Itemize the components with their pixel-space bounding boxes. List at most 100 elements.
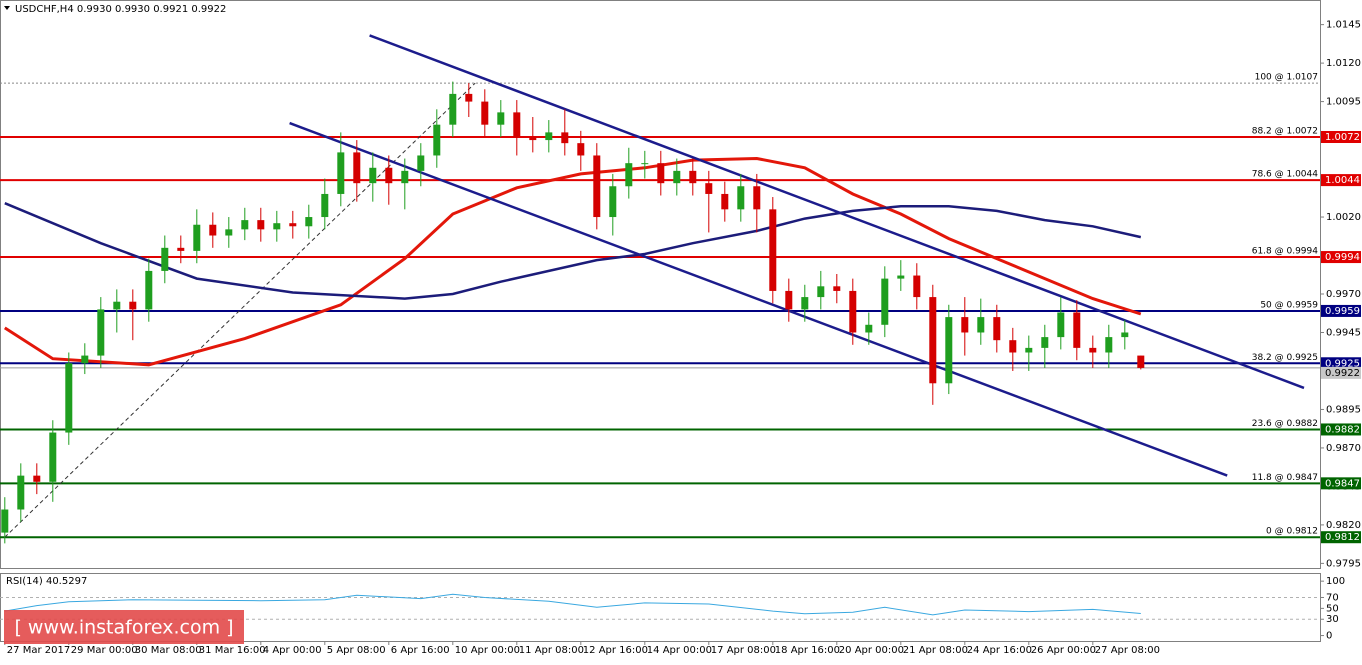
price-tag-label: 0.9812	[1325, 532, 1360, 543]
rsi-line	[4, 593, 1141, 616]
x-tick-label: 20 Apr 00:00	[839, 645, 904, 656]
price-tag	[1321, 251, 1361, 264]
candle-body	[497, 112, 505, 125]
fib-level-label: 61.8 @ 0.9994	[1252, 247, 1319, 257]
candle-body	[225, 229, 233, 236]
candle-body	[17, 475, 25, 510]
y-tick-label: 0.9945	[1326, 327, 1361, 338]
x-tick-label: 5 Apr 08:00	[327, 645, 386, 656]
candle-body	[1121, 332, 1129, 338]
candle-body	[737, 186, 745, 210]
candle-body	[865, 324, 873, 333]
candle-body	[849, 290, 857, 333]
candle-body	[65, 363, 73, 433]
candle-body	[241, 220, 249, 230]
candle-body	[1, 509, 9, 533]
candle-body	[929, 297, 937, 384]
candle-body	[289, 223, 297, 227]
rsi-tick-label: 30	[1326, 614, 1339, 625]
last-price-label: 0.9922	[1325, 368, 1360, 379]
candle-body	[593, 155, 601, 218]
candle-body	[81, 355, 89, 364]
x-tick-label: 24 Apr 16:00	[967, 645, 1032, 656]
x-tick-label: 17 Apr 08:00	[711, 645, 776, 656]
candle-body	[785, 290, 793, 310]
candle-body	[1105, 337, 1113, 353]
candle-body	[625, 163, 633, 187]
x-tick-label: 30 Mar 08:00	[135, 645, 202, 656]
fib-level-label: 23.6 @ 0.9882	[1252, 419, 1318, 429]
candle-body	[305, 217, 313, 227]
price-tag-label: 0.9882	[1325, 424, 1360, 435]
y-tick-label: 0.9795	[1326, 558, 1361, 569]
candle-body	[753, 186, 761, 210]
candle-body	[513, 112, 521, 137]
candle-body	[401, 170, 409, 184]
x-tick-label: 31 Mar 16:00	[199, 645, 266, 656]
price-tag	[1321, 174, 1361, 187]
candle-body	[801, 297, 809, 310]
moving-average	[3, 156, 1142, 367]
candle-body	[705, 183, 713, 194]
candle-body	[817, 286, 825, 298]
x-tick-label: 27 Apr 08:00	[1095, 645, 1160, 656]
candle-body	[577, 143, 585, 156]
price-tag	[1321, 531, 1361, 544]
candle-body	[193, 224, 201, 251]
candle-body	[913, 275, 921, 298]
price-tag-label: 0.9994	[1325, 252, 1360, 263]
candle-body	[673, 170, 681, 184]
candle-body	[529, 136, 537, 141]
price-tag-label: 1.0044	[1325, 175, 1360, 186]
candle-body	[369, 167, 377, 184]
candle-body	[113, 301, 121, 310]
price-tag-label: 0.9959	[1325, 306, 1360, 317]
candle-body	[417, 155, 425, 171]
candle-body	[945, 317, 953, 384]
price-tag	[1321, 304, 1361, 317]
candle-body	[689, 170, 697, 184]
candle-body	[353, 152, 361, 184]
candle-body	[145, 270, 153, 310]
fib-level-label: 100 @ 1.0107	[1255, 73, 1318, 83]
watermark-box	[4, 610, 244, 644]
candle-body	[561, 132, 569, 144]
price-tag	[1321, 357, 1361, 370]
y-tick-label: 0.9895	[1326, 404, 1361, 415]
candle-body	[129, 301, 137, 310]
menu-icon[interactable]	[4, 6, 10, 10]
price-tag-label: 0.9847	[1325, 478, 1360, 489]
rsi-tick-label: 50	[1326, 603, 1339, 614]
candle-body	[257, 220, 265, 230]
candle-body	[97, 309, 105, 356]
candle-body	[1089, 347, 1097, 353]
candle-body	[881, 278, 889, 325]
candle-body	[273, 223, 281, 230]
candle-body	[161, 247, 169, 271]
rsi-title: RSI(14) 40.5297	[6, 576, 87, 587]
x-tick-label: 4 Apr 00:00	[263, 645, 322, 656]
main-plot	[0, 34, 1320, 544]
x-tick-label: 14 Apr 00:00	[647, 645, 712, 656]
last-price-tag	[1321, 366, 1361, 379]
candle-body	[1073, 312, 1081, 348]
fib-level-label: 50 @ 0.9959	[1260, 300, 1318, 310]
main-panel	[0, 0, 1321, 569]
candle-body	[897, 275, 905, 279]
candle-body	[1041, 337, 1049, 348]
rsi-tick-label: 100	[1326, 576, 1345, 587]
price-tag-label: 0.9925	[1325, 358, 1360, 369]
x-tick-label: 27 Mar 2017	[7, 645, 70, 656]
candle-body	[449, 93, 457, 125]
fib-level-label: 78.6 @ 1.0044	[1252, 170, 1319, 180]
price-tag	[1321, 130, 1361, 143]
candle-body	[769, 209, 777, 291]
candle-body	[177, 247, 185, 251]
candle-body	[1025, 347, 1033, 353]
candle-body	[465, 93, 473, 102]
rsi-tick-label: 70	[1326, 592, 1339, 603]
candle-body	[209, 224, 217, 236]
candle-body	[49, 432, 57, 482]
candle-body	[481, 101, 489, 125]
